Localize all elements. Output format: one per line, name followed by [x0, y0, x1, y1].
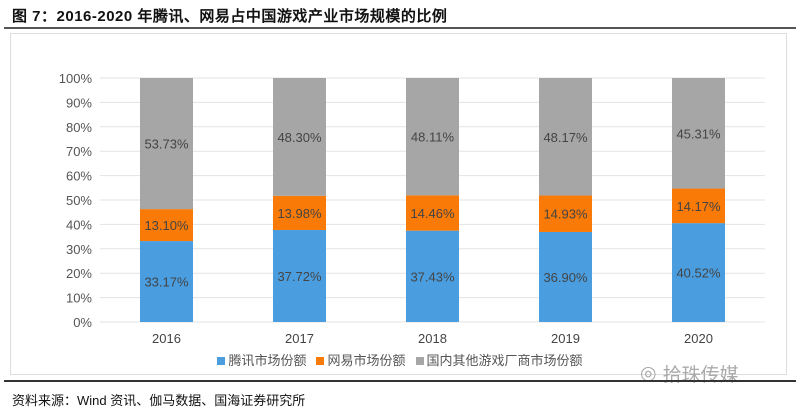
data-label: 37.43%: [410, 269, 455, 284]
title-divider: [4, 27, 796, 29]
figure-title: 图 7：2016-2020 年腾讯、网易占中国游戏产业市场规模的比例: [12, 8, 448, 25]
wechat-icon: ◎: [640, 363, 657, 384]
bar-segment: [539, 231, 592, 322]
y-tick-label: 70%: [66, 144, 92, 159]
data-label: 14.93%: [543, 207, 588, 222]
data-label: 36.90%: [543, 270, 588, 285]
source-divider: [4, 380, 796, 382]
bar-segment: [672, 188, 725, 224]
y-tick-label: 10%: [66, 291, 92, 306]
chart-frame: [10, 33, 787, 375]
bar-segment: [539, 78, 592, 196]
source-note: 资料来源：Wind 资讯、伽马数据、国海证券研究所: [12, 393, 306, 408]
watermark: ◎ 拾珠传媒: [640, 360, 739, 387]
legend-item: 网易市场份额: [316, 350, 406, 369]
bar-segment: [273, 229, 326, 322]
bar-segment: [273, 195, 326, 230]
bar-segment: [406, 195, 459, 231]
data-label: 33.17%: [144, 275, 189, 290]
legend-swatch: [316, 357, 325, 365]
y-tick-label: 40%: [66, 217, 92, 232]
y-tick-label: 100%: [59, 71, 93, 86]
bar-segment: [406, 230, 459, 322]
bar-segment: [539, 195, 592, 232]
data-label: 48.30%: [277, 130, 322, 145]
x-tick-label: 2016: [152, 331, 181, 346]
data-label: 13.98%: [277, 206, 322, 221]
bar-segment: [672, 223, 725, 322]
data-label: 40.52%: [676, 266, 721, 281]
x-tick-label: 2017: [285, 331, 314, 346]
bar-segment: [140, 241, 193, 322]
data-label: 13.10%: [144, 218, 189, 233]
y-tick-label: 60%: [66, 169, 92, 184]
data-label: 37.72%: [277, 269, 322, 284]
data-label: 48.17%: [543, 130, 588, 145]
data-label: 48.11%: [411, 130, 455, 145]
legend-swatch: [217, 357, 226, 365]
y-tick-label: 50%: [66, 193, 92, 208]
x-tick-label: 2018: [418, 331, 447, 346]
data-label: 45.31%: [676, 126, 721, 141]
y-tick-label: 0%: [73, 315, 92, 330]
legend-label: 腾讯市场份额: [228, 353, 307, 368]
y-tick-label: 20%: [66, 266, 92, 281]
y-tick-label: 30%: [66, 242, 92, 257]
legend-item: 腾讯市场份额: [217, 350, 306, 369]
legend-swatch: [415, 357, 424, 365]
watermark-text: 拾珠传媒: [662, 365, 739, 386]
bar-segment: [406, 78, 459, 196]
legend-item: 国内其他游戏厂商市场份额: [415, 350, 583, 369]
y-tick-label: 80%: [66, 120, 92, 135]
y-tick-label: 90%: [66, 95, 92, 110]
legend-label: 国内其他游戏厂商市场份额: [426, 353, 583, 368]
bar-segment: [140, 209, 193, 242]
chart-legend: 腾讯市场份额 网易市场份额 国内其他游戏厂商市场份额: [0, 350, 800, 369]
data-label: 53.73%: [144, 137, 189, 152]
legend-label: 网易市场份额: [327, 353, 406, 368]
bar-segment: [140, 78, 193, 210]
x-tick-label: 2019: [551, 331, 580, 346]
bar-segment: [672, 78, 725, 189]
x-tick-label: 2020: [684, 331, 713, 346]
bar-segment: [273, 78, 326, 196]
data-label: 14.46%: [410, 206, 455, 221]
data-label: 14.17%: [676, 199, 721, 214]
